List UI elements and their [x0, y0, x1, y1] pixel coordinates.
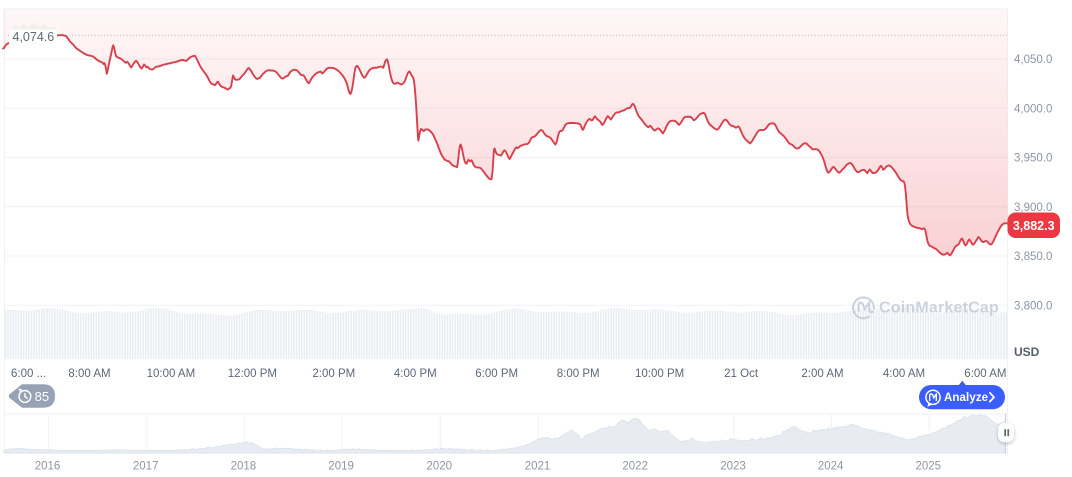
- svg-text:3,950.0: 3,950.0: [1014, 153, 1052, 165]
- svg-text:2016: 2016: [35, 461, 61, 473]
- svg-text:2019: 2019: [328, 461, 354, 473]
- svg-text:3,800.0: 3,800.0: [1014, 300, 1052, 312]
- svg-text:2024: 2024: [818, 461, 844, 473]
- svg-text:4,074.6: 4,074.6: [13, 30, 55, 44]
- svg-text:4:00 AM: 4:00 AM: [883, 368, 925, 380]
- svg-text:4,000.0: 4,000.0: [1014, 103, 1052, 115]
- svg-text:2:00 PM: 2:00 PM: [312, 368, 355, 380]
- svg-text:2021: 2021: [525, 461, 551, 473]
- svg-text:3,882.3: 3,882.3: [1013, 219, 1055, 233]
- svg-text:2020: 2020: [427, 461, 453, 473]
- svg-text:8:00 AM: 8:00 AM: [68, 368, 110, 380]
- svg-text:10:00 PM: 10:00 PM: [635, 368, 684, 380]
- svg-text:2018: 2018: [231, 461, 257, 473]
- svg-text:6:00 ...: 6:00 ...: [11, 368, 46, 380]
- svg-text:6:00 AM: 6:00 AM: [964, 368, 1006, 380]
- svg-text:85: 85: [35, 389, 49, 404]
- svg-text:8:00 PM: 8:00 PM: [557, 368, 600, 380]
- svg-text:3,850.0: 3,850.0: [1014, 251, 1052, 263]
- svg-text:2:00 AM: 2:00 AM: [801, 368, 843, 380]
- svg-text:CoinMarketCap: CoinMarketCap: [879, 300, 999, 317]
- svg-text:2017: 2017: [133, 461, 159, 473]
- svg-text:2022: 2022: [622, 461, 648, 473]
- svg-text:Analyze: Analyze: [944, 392, 988, 404]
- svg-text:12:00 PM: 12:00 PM: [228, 368, 277, 380]
- svg-text:6:00 PM: 6:00 PM: [475, 368, 518, 380]
- svg-text:USD: USD: [1014, 345, 1040, 359]
- svg-text:10:00 AM: 10:00 AM: [147, 368, 196, 380]
- svg-text:2025: 2025: [916, 461, 942, 473]
- svg-text:21 Oct: 21 Oct: [724, 368, 759, 380]
- svg-text:4:00 PM: 4:00 PM: [394, 368, 437, 380]
- svg-text:3,900.0: 3,900.0: [1014, 202, 1052, 214]
- svg-text:4,050.0: 4,050.0: [1014, 54, 1052, 66]
- svg-text:2023: 2023: [720, 461, 746, 473]
